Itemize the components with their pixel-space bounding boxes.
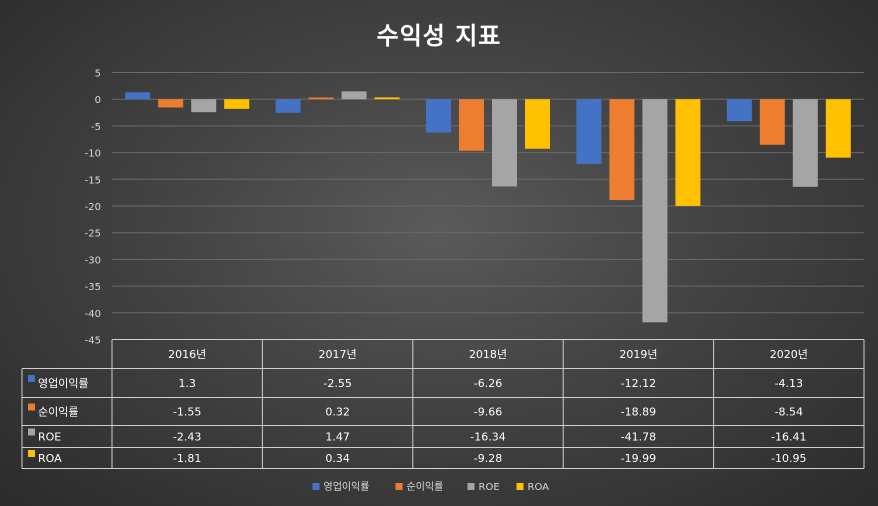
data-label: -16.34 [470, 431, 505, 444]
series-label: ROE [38, 431, 61, 444]
y-tick-label: -20 [85, 202, 101, 213]
data-label: -8.54 [775, 406, 803, 419]
bar [675, 99, 701, 206]
bar [341, 91, 367, 100]
bar [576, 99, 602, 164]
legend-label: 영업이익률 [324, 480, 370, 493]
data-label: -1.55 [173, 406, 201, 419]
data-label: -9.66 [474, 406, 502, 419]
data-label: -41.78 [621, 431, 656, 444]
series-label: 순이익률 [38, 406, 78, 419]
bar [459, 99, 484, 151]
y-tick-label: -45 [85, 336, 101, 347]
data-label: 0.34 [325, 452, 350, 465]
y-tick-label: -10 [85, 149, 101, 160]
data-label: -10.95 [771, 452, 806, 465]
y-tick-label: -15 [85, 175, 101, 186]
data-label: -2.43 [173, 431, 201, 444]
legend-key [312, 483, 320, 490]
bar [125, 92, 151, 100]
data-label: -12.12 [621, 377, 656, 390]
series-key [28, 428, 35, 436]
data-label: 1.47 [325, 431, 350, 444]
y-tick-label: -40 [85, 309, 101, 320]
data-label: 0.32 [325, 406, 350, 419]
bar [158, 99, 184, 108]
bar [426, 99, 451, 133]
y-tick-label: -5 [91, 122, 101, 133]
bar [525, 99, 550, 149]
category-label: 2016년 [168, 348, 206, 361]
legend-label: 순이익률 [407, 481, 444, 493]
data-label: -1.81 [173, 452, 201, 465]
bar [308, 97, 334, 100]
data-label: -18.89 [621, 406, 656, 419]
y-axis-ticks: 5 0 -5 -10 -15 -20 -25 -30 -35 -40 -45 [85, 69, 101, 347]
category-label: 2017년 [319, 348, 357, 361]
data-label: 1.3 [178, 377, 196, 390]
bar [224, 99, 250, 109]
bars [125, 91, 851, 323]
bar [642, 99, 668, 323]
data-label: -4.13 [775, 377, 803, 390]
bar [374, 97, 400, 100]
bar [492, 99, 517, 187]
legend-key [395, 483, 403, 490]
legend-label: ROE [479, 482, 500, 493]
bar [726, 99, 752, 122]
data-label: -16.41 [771, 431, 806, 444]
legend: 영업이익률 순이익률 ROE ROA [312, 480, 550, 493]
bar [275, 99, 301, 113]
bar [825, 99, 851, 158]
y-tick-label: 5 [95, 69, 101, 80]
series-label: 영업이익률 [38, 377, 89, 390]
data-label: -6.26 [474, 377, 502, 390]
legend-key [516, 483, 524, 490]
category-label: 2020년 [770, 348, 808, 361]
series-label: ROA [38, 452, 62, 465]
legend-label: ROA [528, 482, 550, 493]
data-label: -2.55 [323, 377, 351, 390]
series-key [28, 403, 35, 411]
category-label: 2019년 [619, 348, 657, 361]
series-key [28, 450, 35, 457]
y-tick-label: -35 [85, 282, 101, 293]
legend-key [467, 483, 475, 490]
data-label: -9.28 [474, 452, 502, 465]
series-key [28, 375, 35, 382]
y-tick-label: -25 [85, 229, 101, 240]
chart-title: 수익성 지표 [376, 22, 502, 50]
bar [609, 99, 635, 201]
category-label: 2018년 [469, 348, 507, 361]
y-tick-label: -30 [85, 255, 101, 266]
bar [759, 99, 785, 145]
bar [191, 99, 217, 113]
y-tick-label: 0 [95, 95, 101, 106]
bar [792, 99, 818, 187]
data-label: -19.99 [621, 452, 656, 465]
